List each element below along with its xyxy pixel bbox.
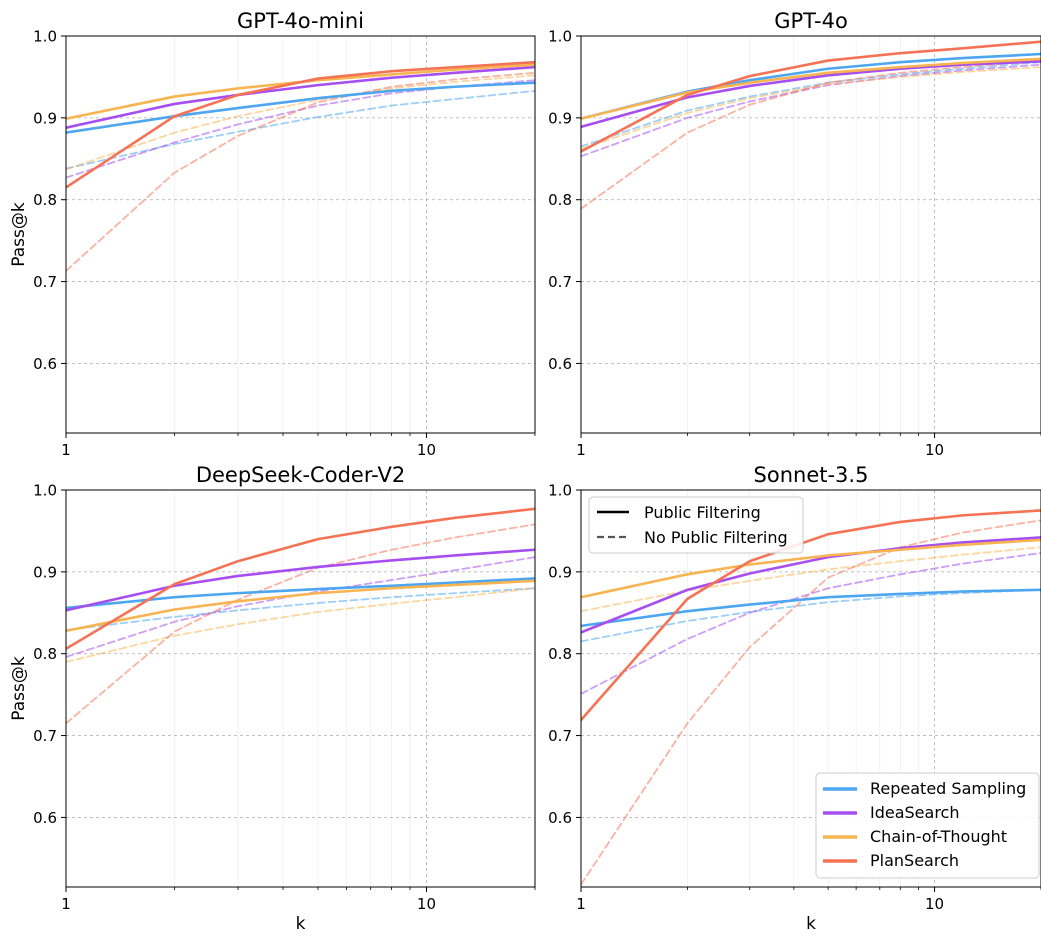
y-tick-label: 0.6 <box>548 809 572 827</box>
series-repeated-sampling-public-filtering <box>66 577 535 610</box>
y-tick-label: 0.6 <box>33 355 57 373</box>
panel-gpt-4o: 0.6 0.7 0.8 0.9 1.0 1 10 GPT-4o <box>548 9 1041 459</box>
panel-gpt-4o-mini: 0.6 0.7 0.8 0.9 1.0 1 10 GPT-4o-mini Pass@k <box>9 9 536 459</box>
legend-no-public-filtering: No Public Filtering <box>644 528 788 547</box>
y-tick-label: 1.0 <box>548 28 572 46</box>
x-tick-label: 10 <box>925 895 944 913</box>
style-legend: Public Filtering No Public Filtering <box>588 496 804 554</box>
axes-frame <box>580 35 1041 434</box>
x-axis-label: k <box>806 914 816 932</box>
axes-frame <box>65 35 536 434</box>
x-tick-label: 1 <box>576 895 586 913</box>
y-tick-label: 0.8 <box>33 645 57 663</box>
panel-title: DeepSeek-Coder-V2 <box>196 463 405 487</box>
series-plansearch-public-filtering <box>581 509 1041 722</box>
x-axis-label: k <box>296 914 306 932</box>
y-axis-label: Pass@k <box>9 656 29 721</box>
legend-public-filtering: Public Filtering <box>644 503 761 522</box>
legend-plansearch: PlanSearch <box>870 851 959 870</box>
y-tick-label: 0.7 <box>33 273 57 291</box>
y-tick-label: 0.7 <box>548 727 572 745</box>
series-ideasearch-public-filtering <box>66 65 535 129</box>
y-tick-label: 0.9 <box>33 563 57 581</box>
series-ideasearch-public-filtering <box>66 548 535 612</box>
x-tick-label: 1 <box>61 895 71 913</box>
series-repeated-sampling-public-filtering <box>581 588 1041 628</box>
x-tick-label: 10 <box>417 895 436 913</box>
y-tick-label: 0.7 <box>548 273 572 291</box>
panel-sonnet-3-5: 0.6 0.7 0.8 0.9 1.0 1 10 Sonnet-3.5 k <box>548 463 1041 934</box>
series-chain-of-thought-public-filtering <box>66 63 535 120</box>
y-tick-label: 0.9 <box>548 563 572 581</box>
series-ideasearch-public-filtering <box>581 536 1041 634</box>
axes-frame <box>580 489 1041 888</box>
y-axis-label: Pass@k <box>9 202 29 267</box>
y-tick-label: 0.8 <box>33 191 57 209</box>
y-tick-label: 0.8 <box>548 191 572 209</box>
series-chain-of-thought-no-public-filtering <box>581 66 1041 150</box>
series-chain-of-thought-no-public-filtering <box>66 587 535 663</box>
series-ideasearch-no-public-filtering <box>581 552 1041 695</box>
series-plansearch-no-public-filtering <box>66 71 535 272</box>
series-plansearch-public-filtering <box>66 507 535 651</box>
y-tick-label: 0.8 <box>548 645 572 663</box>
series-chain-of-thought-public-filtering <box>581 538 1041 599</box>
x-tick-label: 1 <box>576 441 586 459</box>
series-ideasearch-public-filtering <box>581 60 1041 129</box>
series-repeated-sampling-no-public-filtering <box>581 588 1041 643</box>
y-tick-label: 1.0 <box>33 28 57 46</box>
series-chain-of-thought-public-filtering <box>581 57 1041 120</box>
series-repeated-sampling-no-public-filtering <box>66 89 535 170</box>
panel-title: GPT-4o <box>774 9 848 33</box>
legend-chain-of-thought: Chain-of-Thought <box>870 827 1007 846</box>
panel-title: GPT-4o-mini <box>237 9 364 33</box>
series-plansearch-public-filtering <box>66 60 535 189</box>
series-plansearch-public-filtering <box>581 40 1041 153</box>
y-tick-label: 0.9 <box>33 109 57 127</box>
y-tick-label: 0.7 <box>33 727 57 745</box>
series-repeated-sampling-no-public-filtering <box>66 587 535 631</box>
y-tick-label: 0.9 <box>548 109 572 127</box>
y-tick-label: 1.0 <box>33 482 57 500</box>
series-chain-of-thought-public-filtering <box>66 579 535 633</box>
series-plansearch-no-public-filtering <box>581 59 1041 210</box>
panel-title: Sonnet-3.5 <box>754 463 869 487</box>
x-tick-label: 10 <box>417 441 436 459</box>
x-tick-label: 10 <box>925 441 944 459</box>
series-ideasearch-no-public-filtering <box>66 556 535 658</box>
y-tick-label: 0.6 <box>548 355 572 373</box>
x-tick-label: 1 <box>61 441 71 459</box>
y-tick-label: 1.0 <box>548 482 572 500</box>
panel-deepseek-coder-v2: 0.6 0.7 0.8 0.9 1.0 1 10 DeepSeek-Coder-V2 Pass@… <box>9 463 536 934</box>
series-chain-of-thought-no-public-filtering <box>581 546 1041 613</box>
legend-ideasearch: IdeaSearch <box>870 803 960 822</box>
axes-frame <box>65 489 536 888</box>
series-chain-of-thought-no-public-filtering <box>66 74 535 171</box>
series-plansearch-no-public-filtering <box>581 519 1041 886</box>
y-tick-label: 0.6 <box>33 809 57 827</box>
method-legend: Repeated Sampling IdeaSearch Chain-of-Th… <box>815 772 1040 879</box>
legend-repeated-sampling: Repeated Sampling <box>870 779 1026 798</box>
